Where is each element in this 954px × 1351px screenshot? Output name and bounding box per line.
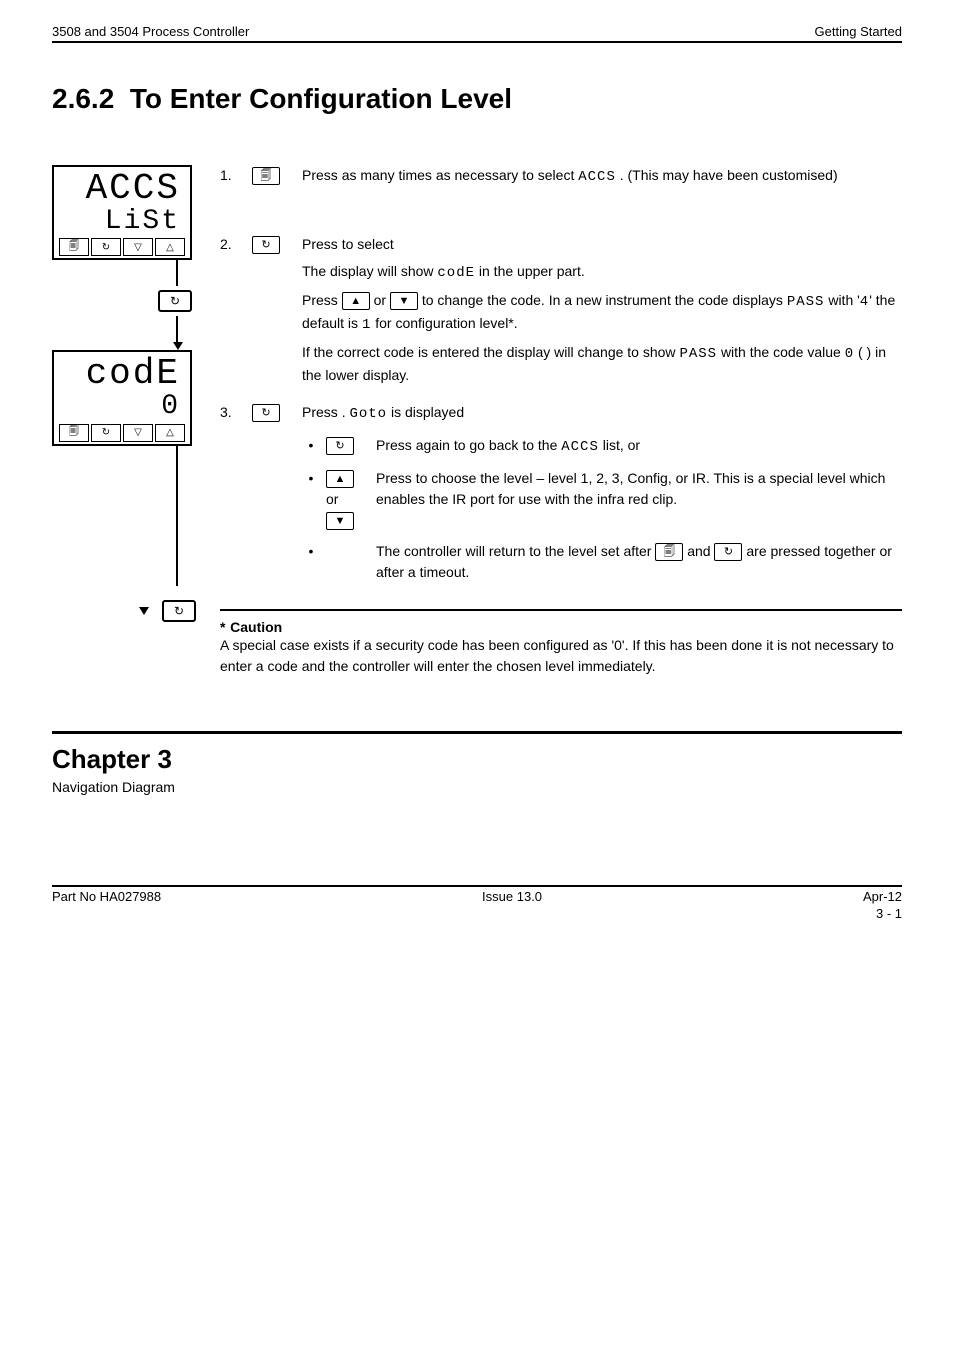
scroll-icon: ↻	[252, 236, 280, 254]
seg-goto: Goto	[349, 406, 387, 422]
panel1-buttons: 🗐 ↻ ▽ △	[58, 238, 186, 256]
text: to change the code. In a new instrument …	[422, 292, 787, 308]
arrow-1: ↻	[52, 260, 202, 350]
panel2-buttons: 🗐 ↻ ▽ △	[58, 424, 186, 442]
bullet: •	[302, 541, 320, 583]
text: Press	[376, 437, 416, 453]
up-icon: ▲	[342, 292, 370, 310]
seg-zero: 0	[845, 346, 854, 362]
text: with the code value	[721, 344, 845, 360]
instructions: 1. 🗐 Press as many times as necessary to…	[220, 165, 902, 677]
next-chapter: Chapter 3 Navigation Diagram	[0, 731, 954, 795]
scroll-icon: ↻	[91, 238, 121, 256]
scroll-icon: ↻	[714, 543, 742, 561]
display-column: ACCS LiSt 🗐 ↻ ▽ △ ↻ codE 0 🗐 ↻ ▽ △	[52, 165, 202, 626]
section-title: 2.6.2 To Enter Configuration Level	[0, 43, 954, 141]
text: Press	[302, 236, 338, 252]
up-icon: △	[155, 424, 185, 442]
scroll-icon: ↻	[158, 290, 192, 312]
seg-one: 1	[362, 317, 371, 333]
note-1: The display will show codE in the upper …	[302, 261, 902, 284]
text: again to go back to the	[416, 437, 562, 453]
text: in the upper part.	[479, 263, 585, 279]
down-icon: ▽	[123, 238, 153, 256]
down-icon: ▼	[390, 292, 418, 310]
note-2: Press ▲ or ▼ to change the code. In a ne…	[302, 290, 902, 336]
panel2-line2: 0	[58, 392, 186, 421]
step-number: 3.	[220, 402, 246, 593]
scroll-icon: ↻	[162, 600, 196, 622]
panel2-line1: codE	[58, 356, 186, 392]
page-icon: 🗐	[59, 238, 89, 256]
section-heading: To Enter Configuration Level	[130, 83, 512, 114]
bullet: •	[302, 468, 320, 531]
panel1-line2: LiSt	[58, 207, 186, 236]
page-icon: 🗐	[655, 543, 683, 561]
text: for configuration level*.	[375, 315, 517, 331]
scroll-icon: ↻	[252, 404, 280, 422]
text: The controller will return to the level …	[376, 543, 655, 559]
text: is displayed	[391, 404, 464, 420]
down-icon: ▼	[326, 512, 354, 530]
chapter-sub: Navigation Diagram	[52, 779, 902, 795]
seg-default: 4	[860, 294, 869, 310]
seg-accs: ACCS	[561, 439, 599, 455]
display-panel-1: ACCS LiSt 🗐 ↻ ▽ △	[52, 165, 192, 260]
seg-pass: PASS	[787, 294, 825, 310]
page-header: 3508 and 3504 Process Controller Getting…	[0, 0, 954, 43]
step-2: 2. ↻ Press to select The display will sh…	[220, 234, 902, 386]
up-icon: ▲	[326, 470, 354, 488]
text: or	[374, 292, 390, 308]
scroll-icon: ↻	[326, 437, 354, 455]
page-footer: Part No HA027988 Issue 13.0 Apr-12 3 - 1	[0, 885, 954, 945]
seg-code: codE	[437, 265, 475, 281]
text: and	[687, 543, 714, 559]
step3-sub: • ↻ Press again to go back to the ACCS l…	[302, 435, 902, 583]
footer-left: Part No HA027988	[52, 889, 161, 904]
text: Press	[302, 167, 342, 183]
text: Press	[302, 404, 342, 420]
section-number: 2.6.2	[52, 83, 114, 114]
up-icon: △	[155, 238, 185, 256]
step-number: 2.	[220, 234, 246, 386]
text: If the correct code is entered the displ…	[302, 344, 679, 360]
text: to select	[342, 236, 394, 252]
text: Press	[376, 470, 416, 486]
note-3: If the correct code is entered the displ…	[302, 342, 902, 386]
display-panel-2: codE 0 🗐 ↻ ▽ △	[52, 350, 192, 445]
bullet: •	[302, 435, 320, 458]
caution-title: * Caution	[220, 609, 902, 635]
text: The display will show	[302, 263, 437, 279]
section-sub	[52, 119, 902, 141]
step-number: 1.	[220, 165, 246, 188]
arrow-2: ↻	[52, 446, 202, 626]
text: as many times as necessary to select	[342, 167, 579, 183]
seg-accs: ACCS	[578, 169, 616, 185]
step-3: 3. ↻ Press . Goto is displayed • ↻ Press…	[220, 402, 902, 593]
text: (	[858, 344, 863, 360]
chapter-title: Chapter 3	[52, 744, 902, 775]
caution-body: A special case exists if a security code…	[220, 635, 902, 677]
page-icon: 🗐	[59, 424, 89, 442]
footer-center: Issue 13.0	[482, 889, 542, 904]
panel1-line1: ACCS	[58, 171, 186, 207]
header-right: Getting Started	[815, 24, 902, 39]
down-icon: ▽	[123, 424, 153, 442]
step-1: 1. 🗐 Press as many times as necessary to…	[220, 165, 902, 188]
text: Press	[302, 292, 342, 308]
header-left: 3508 and 3504 Process Controller	[52, 24, 249, 39]
seg-pass: PASS	[679, 346, 717, 362]
footer-right: Apr-12	[863, 889, 902, 904]
text: or	[326, 491, 338, 507]
text: list, or	[603, 437, 640, 453]
text: . (This may have been customised)	[620, 167, 838, 183]
scroll-icon: ↻	[91, 424, 121, 442]
page-icon: 🗐	[252, 167, 280, 185]
text: to choose the level – level 1, 2, 3, Con…	[376, 470, 885, 507]
footer-page: 3 - 1	[876, 906, 902, 921]
